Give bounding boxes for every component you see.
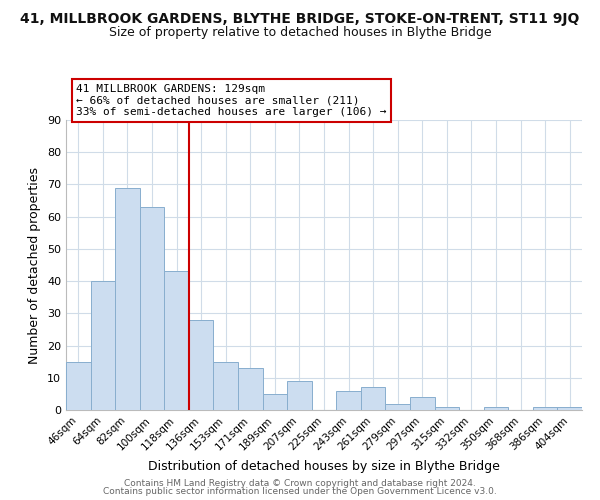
Bar (533, 407, 557, 410)
Bar (214, 362, 238, 410)
Bar (66, 362, 91, 410)
Bar (140, 207, 164, 410)
Bar (557, 407, 582, 410)
Bar (385, 404, 410, 410)
Bar (189, 320, 214, 410)
Bar (238, 368, 263, 410)
X-axis label: Distribution of detached houses by size in Blythe Bridge: Distribution of detached houses by size … (148, 460, 500, 473)
Text: 41, MILLBROOK GARDENS, BLYTHE BRIDGE, STOKE-ON-TRENT, ST11 9JQ: 41, MILLBROOK GARDENS, BLYTHE BRIDGE, ST… (20, 12, 580, 26)
Bar (164, 272, 189, 410)
Bar (410, 397, 434, 410)
Bar (361, 388, 385, 410)
Bar (91, 281, 115, 410)
Bar (287, 381, 312, 410)
Text: Contains public sector information licensed under the Open Government Licence v3: Contains public sector information licen… (103, 487, 497, 496)
Text: Contains HM Land Registry data © Crown copyright and database right 2024.: Contains HM Land Registry data © Crown c… (124, 478, 476, 488)
Bar (434, 407, 459, 410)
Bar (115, 188, 140, 410)
Text: Size of property relative to detached houses in Blythe Bridge: Size of property relative to detached ho… (109, 26, 491, 39)
Bar (263, 394, 287, 410)
Y-axis label: Number of detached properties: Number of detached properties (28, 166, 41, 364)
Text: 41 MILLBROOK GARDENS: 129sqm
← 66% of detached houses are smaller (211)
33% of s: 41 MILLBROOK GARDENS: 129sqm ← 66% of de… (76, 84, 387, 117)
Bar (336, 390, 361, 410)
Bar (484, 407, 508, 410)
